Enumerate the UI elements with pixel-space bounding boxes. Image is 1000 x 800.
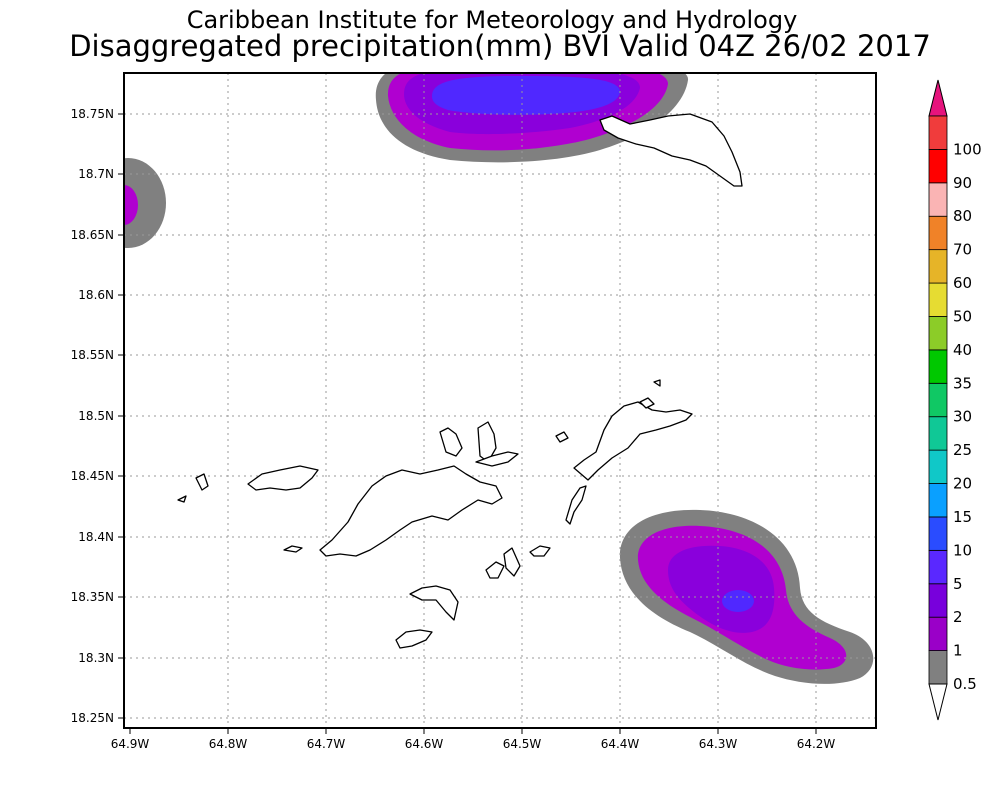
- colorbar-level-label: 60: [953, 274, 972, 292]
- colorbar-level-label: 30: [953, 408, 972, 426]
- lat-label: 18.4N: [78, 530, 114, 544]
- colorbar-level-label: 0.5: [953, 675, 977, 693]
- lat-label: 18.25N: [71, 711, 114, 725]
- lon-label: 64.5W: [503, 737, 542, 751]
- colorbar-level-label: 1: [953, 642, 963, 660]
- colorbar-swatch: [928, 382, 948, 418]
- lat-label: 18.65N: [71, 228, 114, 242]
- colorbar-swatch: [928, 549, 948, 585]
- lat-label: 18.3N: [78, 651, 114, 665]
- island-norman: [409, 585, 459, 621]
- island-cooper: [485, 561, 505, 579]
- colorbar-level-label: 40: [953, 341, 972, 359]
- colorbar-swatch: [928, 583, 948, 618]
- island-virgin-gorda: [573, 401, 693, 481]
- colorbar-swatch: [928, 483, 948, 518]
- lat-label: 18.45N: [71, 469, 114, 483]
- precip-area-southeast: [619, 509, 874, 684]
- latitude-axis: 18.75N 18.7N 18.65N 18.6N 18.55N 18.5N 1…: [71, 107, 124, 725]
- island-virgin-gorda-south: [565, 485, 587, 525]
- island-little-thatch: [283, 545, 303, 553]
- island-jost-van-dyke: [247, 465, 319, 491]
- colorbar-level-label: 70: [953, 241, 972, 259]
- colorbar-boxes: [928, 115, 948, 685]
- island-sandy-cay: [177, 495, 187, 503]
- island-tortola: [319, 465, 503, 557]
- colorbar-swatch: [928, 249, 948, 284]
- lon-label: 64.2W: [797, 737, 836, 751]
- island-camanoe: [477, 421, 497, 463]
- title-line-2: Disaggregated precipitation(mm) BVI Vali…: [69, 29, 931, 63]
- island-eustatia: [639, 397, 655, 409]
- island-st-croix: [599, 113, 743, 187]
- colorbar-swatch: [928, 650, 948, 685]
- colorbar-swatch: [928, 449, 948, 484]
- colorbar-bottom-arrow: [928, 683, 948, 721]
- lon-label: 64.3W: [699, 737, 738, 751]
- map-frame: [123, 72, 877, 729]
- title-line-1: Caribbean Institute for Meteorology and …: [187, 6, 798, 34]
- lon-label: 64.4W: [601, 737, 640, 751]
- island-scrub: [555, 431, 569, 443]
- colorbar-swatch: [928, 416, 948, 451]
- colorbar-swatch: [928, 316, 948, 351]
- colorbar-swatch: [928, 616, 948, 651]
- colorbar-level-label: 5: [953, 575, 963, 593]
- colorbar-top-arrow: [928, 79, 948, 117]
- colorbar-level-label: 35: [953, 374, 972, 392]
- lat-label: 18.55N: [71, 348, 114, 362]
- colorbar-level-label: 90: [953, 174, 972, 192]
- island-little-jost: [195, 473, 209, 491]
- lat-label: 18.7N: [78, 167, 114, 181]
- colorbar-swatch: [928, 215, 948, 251]
- longitude-axis: 64.9W 64.8W 64.7W 64.6W 64.5W 64.4W 64.3…: [111, 728, 836, 751]
- island-necker: [653, 379, 661, 387]
- colorbar-level-label: 100: [953, 140, 982, 158]
- island-beef-east: [475, 451, 519, 467]
- island-peter: [395, 629, 433, 649]
- colorbar-level-label: 10: [953, 541, 972, 559]
- precip-area-west-edge: [124, 158, 166, 248]
- lon-label: 64.6W: [405, 737, 444, 751]
- lon-label: 64.7W: [307, 737, 346, 751]
- colorbar-swatch: [928, 115, 948, 150]
- colorbar-swatch: [928, 182, 948, 217]
- grid-lines: [124, 73, 876, 728]
- map-panel: 18.75N 18.7N 18.65N 18.6N 18.55N 18.5N 1…: [71, 72, 877, 751]
- lat-label: 18.35N: [71, 590, 114, 604]
- lat-label: 18.5N: [78, 409, 114, 423]
- colorbar-level-label: 15: [953, 508, 972, 526]
- islands-layer: [177, 113, 743, 649]
- island-guana: [439, 427, 463, 457]
- colorbar-level-label: 80: [953, 207, 972, 225]
- colorbar-level-label: 2: [953, 608, 963, 626]
- island-fallen-jerusalem: [529, 545, 551, 557]
- lat-label: 18.75N: [71, 107, 114, 121]
- island-ginger: [503, 547, 521, 577]
- lon-label: 64.9W: [111, 737, 150, 751]
- colorbar-swatch: [928, 149, 948, 184]
- colorbar-swatch: [928, 516, 948, 551]
- lat-label: 18.6N: [78, 288, 114, 302]
- colorbar-level-label: 50: [953, 307, 972, 325]
- colorbar-swatch: [928, 349, 948, 384]
- colorbar-level-label: 25: [953, 441, 972, 459]
- colorbar-swatch: [928, 282, 948, 317]
- lon-label: 64.8W: [209, 737, 248, 751]
- colorbar-level-label: 20: [953, 475, 972, 493]
